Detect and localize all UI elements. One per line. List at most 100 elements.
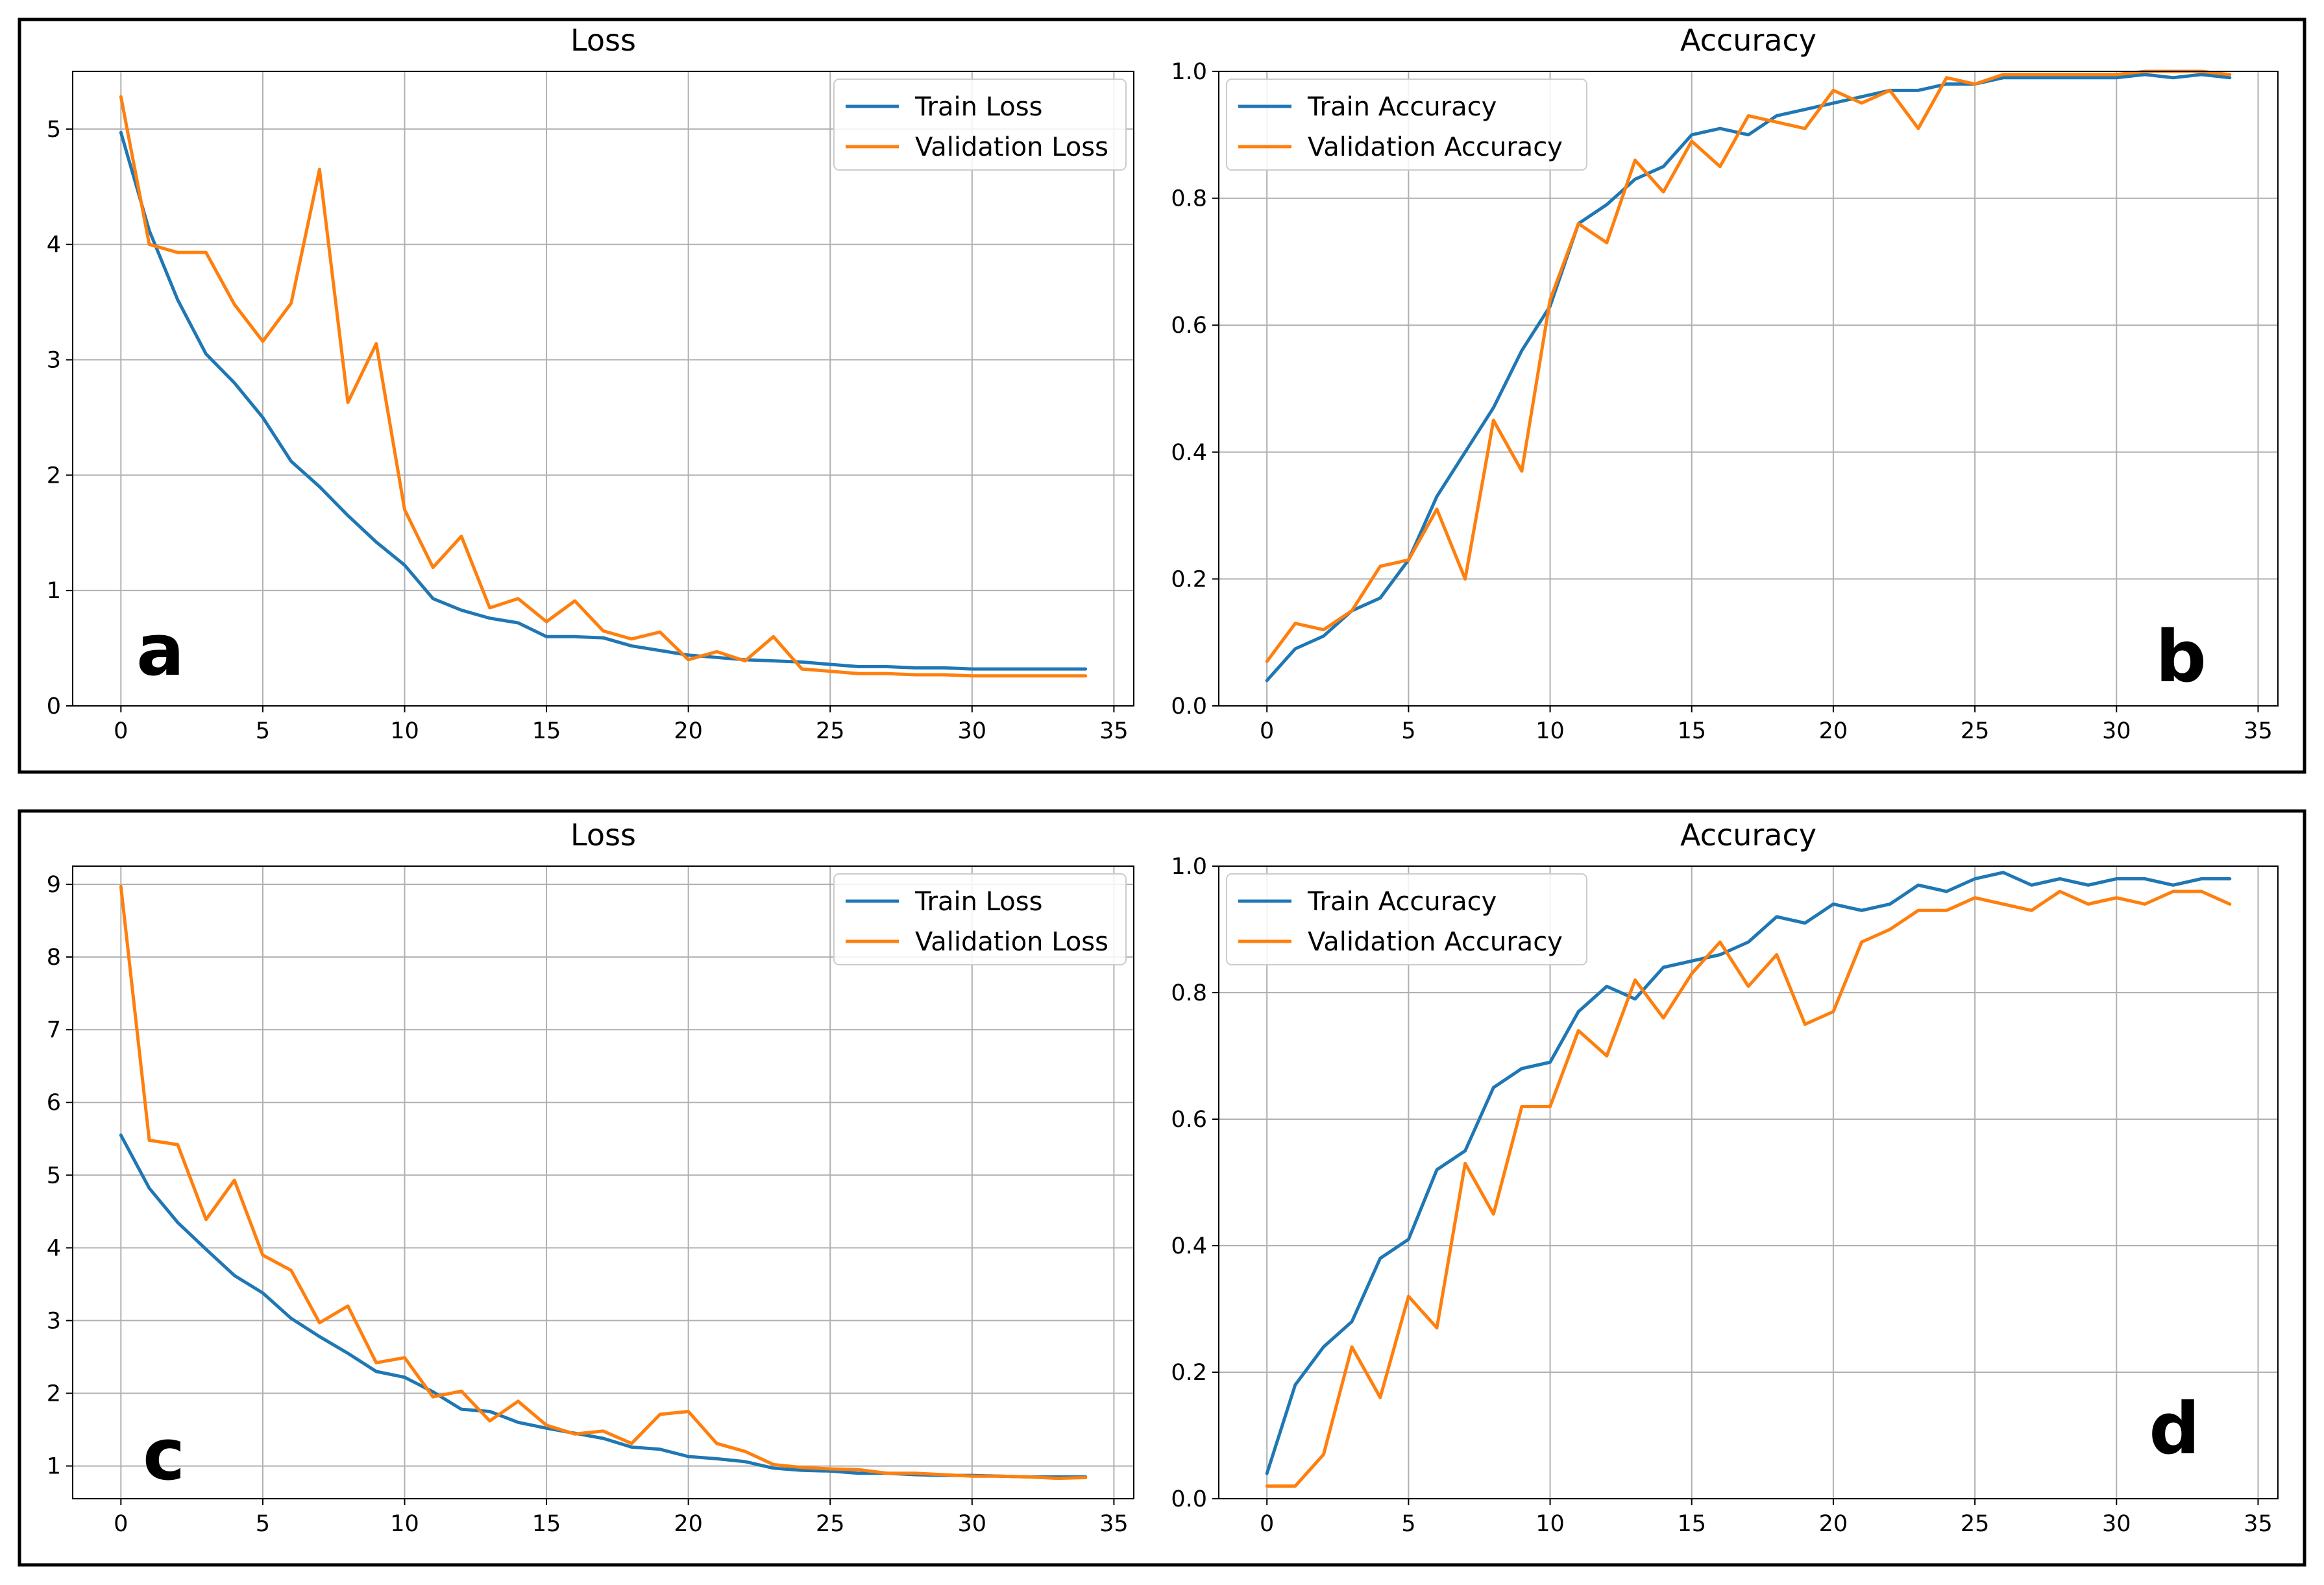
x-tick-label: 20 xyxy=(1819,1511,1848,1537)
x-tick-label: 15 xyxy=(1677,1511,1706,1537)
bottom-panel-border xyxy=(18,809,2306,1567)
x-tick-label: 25 xyxy=(816,718,845,744)
legend-box xyxy=(833,79,1127,171)
chart-c: 0 5 10 15 20 25 30 35 1 2 3 4 5 6 7 8 9 Loss Train Loss Val… xyxy=(47,817,1134,1537)
chart-title: Loss xyxy=(570,23,636,58)
series-line-train-accuracy xyxy=(1265,871,2232,1475)
legend-label: Train Loss xyxy=(914,887,1042,917)
series-line-validation-accuracy xyxy=(1265,69,2232,664)
x-tick-label: 30 xyxy=(958,1511,987,1537)
y-tick-label: 2 xyxy=(47,463,61,489)
x-tick-label: 35 xyxy=(2244,1511,2273,1537)
x-tick-label: 30 xyxy=(2102,718,2131,744)
y-tick-label: 6 xyxy=(47,1090,61,1116)
top-panel-border xyxy=(18,18,2306,774)
legend-label: Validation Loss xyxy=(915,132,1108,162)
y-tick-label: 3 xyxy=(47,348,61,374)
x-tick-label: 35 xyxy=(2244,718,2273,744)
legend-label: Validation Accuracy xyxy=(1308,927,1563,957)
chart-title: Accuracy xyxy=(1680,817,1816,853)
x-tick-label: 20 xyxy=(1819,718,1848,744)
legend-box xyxy=(1226,79,1587,171)
x-tick-label: 0 xyxy=(1260,718,1274,744)
x-tick-label: 15 xyxy=(532,1511,561,1537)
x-tick-label: 30 xyxy=(958,718,987,744)
y-tick-label: 0.2 xyxy=(1171,1360,1207,1386)
y-tick-label: 0.6 xyxy=(1171,313,1207,339)
legend-label: Train Accuracy xyxy=(1307,887,1497,917)
x-tick-label: 35 xyxy=(1099,1511,1129,1537)
y-tick-label: 1 xyxy=(47,1454,61,1480)
x-tick-label: 30 xyxy=(2102,1511,2131,1537)
y-tick-label: 4 xyxy=(47,1235,61,1261)
y-tick-label: 3 xyxy=(47,1308,61,1334)
y-tick-label: 0 xyxy=(47,694,61,720)
y-tick-label: 7 xyxy=(47,1017,61,1043)
axes-frame xyxy=(72,865,1134,1499)
x-tick-label: 20 xyxy=(674,718,703,744)
y-tick-label: 0.4 xyxy=(1171,1233,1207,1259)
y-tick-label: 0.6 xyxy=(1171,1107,1207,1133)
series-line-validation-accuracy xyxy=(1265,889,2232,1488)
legend-label: Validation Loss xyxy=(915,927,1108,957)
chart-title: Loss xyxy=(570,817,636,853)
x-tick-label: 5 xyxy=(256,1511,270,1537)
x-tick-label: 25 xyxy=(1961,718,1990,744)
chart-b: 0 5 10 15 20 25 30 35 0.0 0.2 0.4 0.6 0.8 1.0 Accuracy… xyxy=(1171,23,2279,744)
x-tick-label: 25 xyxy=(816,1511,845,1537)
panel-letter: a xyxy=(136,609,184,692)
y-tick-label: 1.0 xyxy=(1171,854,1207,880)
x-tick-label: 10 xyxy=(390,718,419,744)
legend-label: Train Accuracy xyxy=(1307,92,1497,122)
axes-frame xyxy=(1218,71,2279,707)
x-tick-label: 0 xyxy=(1260,1511,1274,1537)
y-tick-label: 0.2 xyxy=(1171,566,1207,592)
y-tick-label: 1 xyxy=(47,578,61,604)
series-line-train-loss xyxy=(119,130,1088,671)
legend-box xyxy=(833,873,1127,965)
panel-letter: d xyxy=(2149,1387,2200,1470)
legend: Train Loss Validation Loss xyxy=(833,79,1127,171)
legend: Train Accuracy Validation Accuracy xyxy=(1226,79,1587,171)
x-tick-label: 0 xyxy=(114,718,128,744)
y-tick-label: 9 xyxy=(47,872,61,898)
legend-label: Train Loss xyxy=(914,92,1042,122)
x-tick-label: 25 xyxy=(1961,1511,1990,1537)
x-tick-label: 0 xyxy=(114,1511,128,1537)
x-tick-label: 35 xyxy=(1099,718,1129,744)
y-tick-label: 0.0 xyxy=(1171,1486,1207,1512)
x-tick-label: 5 xyxy=(1401,1511,1415,1537)
y-tick-label: 0.8 xyxy=(1171,186,1207,212)
x-tick-label: 15 xyxy=(1677,718,1706,744)
y-tick-label: 0.8 xyxy=(1171,980,1207,1006)
panel-letter: b xyxy=(2155,615,2207,698)
chart-title: Accuracy xyxy=(1680,23,1816,58)
y-tick-label: 5 xyxy=(47,117,61,143)
x-tick-label: 10 xyxy=(1535,1511,1565,1537)
y-tick-label: 0.4 xyxy=(1171,440,1207,466)
series-line-validation-loss xyxy=(119,95,1088,678)
legend: Train Loss Validation Loss xyxy=(833,873,1127,965)
x-tick-label: 5 xyxy=(256,718,270,744)
series-line-validation-loss xyxy=(119,884,1088,1481)
y-tick-label: 4 xyxy=(47,232,61,258)
legend-label: Validation Accuracy xyxy=(1308,132,1563,162)
axes-frame xyxy=(1218,865,2279,1499)
x-tick-label: 10 xyxy=(390,1511,419,1537)
y-tick-label: 5 xyxy=(47,1163,61,1189)
chart-d: 0 5 10 15 20 25 30 35 0.0 0.2 0.4 0.6 0.8 1.0 Accuracy… xyxy=(1171,817,2279,1537)
x-tick-label: 20 xyxy=(674,1511,703,1537)
y-tick-label: 1.0 xyxy=(1171,59,1207,85)
y-tick-label: 8 xyxy=(47,945,61,971)
legend-box xyxy=(1226,873,1587,965)
legend: Train Accuracy Validation Accuracy xyxy=(1226,873,1587,965)
x-tick-label: 10 xyxy=(1535,718,1565,744)
chart-a: 0 5 10 15 20 25 30 35 0 1 2 3 4 5 Loss Train Loss Valida… xyxy=(47,23,1134,744)
series-line-train-accuracy xyxy=(1265,73,2232,683)
x-tick-label: 15 xyxy=(532,718,561,744)
y-tick-label: 0.0 xyxy=(1171,694,1207,720)
axes-frame xyxy=(72,71,1134,707)
panel-letter: c xyxy=(143,1413,185,1496)
